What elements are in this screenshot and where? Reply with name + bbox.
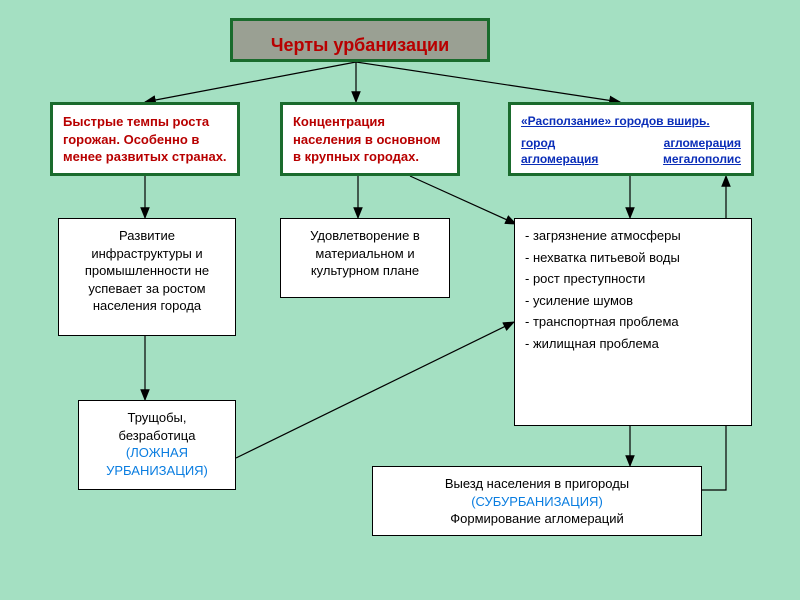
slums-line2: (ЛОЖНАЯ УРБАНИЗАЦИЯ) <box>89 444 225 479</box>
sprawl-megalopolis: мегалополис <box>663 151 741 167</box>
title-text: Черты урбанизации <box>271 35 449 55</box>
sprawl-agglom2: агломерация <box>521 151 598 167</box>
suburb-line3: Формирование агломераций <box>383 510 691 528</box>
suburbanization-box: Выезд населения в пригороды (СУБУРБАНИЗА… <box>372 466 702 536</box>
suburb-line2: (СУБУРБАНИЗАЦИЯ) <box>383 493 691 511</box>
material-cultural: Удовлетворение в материальном и культурн… <box>280 218 450 298</box>
sprawl-agglom1: агломерация <box>664 135 741 151</box>
feature-sprawl: «Расползание» городов вширь. город аглом… <box>508 102 754 176</box>
slums-box: Трущобы, безработица (ЛОЖНАЯ УРБАНИЗАЦИЯ… <box>78 400 236 490</box>
slums-line1: Трущобы, безработица <box>89 409 225 444</box>
feature-growth-text: Быстрые темпы роста горожан. Особенно в … <box>63 114 227 164</box>
feature-growth: Быстрые темпы роста горожан. Особенно в … <box>50 102 240 176</box>
problem-item: - усиление шумов <box>525 292 741 310</box>
suburb-line1: Выезд населения в пригороды <box>383 475 691 493</box>
problem-item: - нехватка питьевой воды <box>525 249 741 267</box>
feature-concentration-text: Концентрация населения в основном в круп… <box>293 114 441 164</box>
problem-item: - загрязнение атмосферы <box>525 227 741 245</box>
problems-list: - загрязнение атмосферы - нехватка питьев… <box>514 218 752 426</box>
diagram-canvas: Черты урбанизации Быстрые темпы роста го… <box>0 0 800 600</box>
sprawl-title: «Расползание» городов вширь. <box>521 113 741 129</box>
feature-concentration: Концентрация населения в основном в круп… <box>280 102 460 176</box>
infrastructure-lag: Развитие инфраструктуры и промышленности… <box>58 218 236 336</box>
problem-item: - рост преступности <box>525 270 741 288</box>
title-box: Черты урбанизации <box>230 18 490 62</box>
problem-item: - транспортная проблема <box>525 313 741 331</box>
sprawl-city: город <box>521 135 555 151</box>
problem-item: - жилищная проблема <box>525 335 741 353</box>
